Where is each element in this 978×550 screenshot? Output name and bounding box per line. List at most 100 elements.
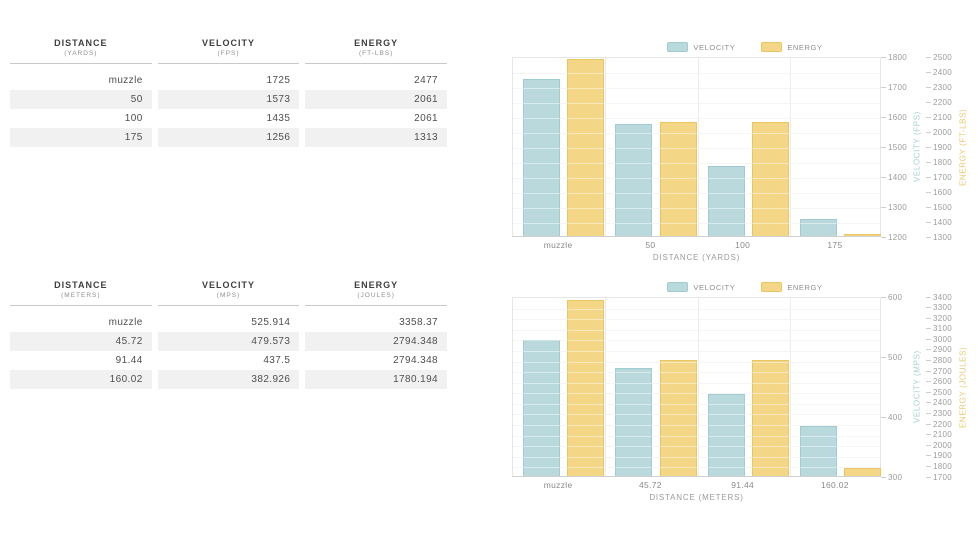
energy-tick: 1900: [926, 143, 952, 152]
energy-tick: 2200: [926, 98, 952, 107]
table-row: 160.02 382.926 1780.194: [10, 370, 448, 389]
tick-label: 400: [888, 412, 903, 422]
gridline-overlay: [513, 73, 880, 74]
velocity-tick: 1200: [881, 233, 907, 242]
legend-swatch: [761, 42, 783, 52]
velocity-tick: 400: [881, 413, 902, 422]
gridline-vertical: [789, 298, 791, 476]
gridline-vertical: [605, 58, 607, 236]
column-unit: (FPS): [217, 50, 240, 57]
bar-energy-50[interactable]: [659, 121, 697, 236]
tick-mark: [926, 71, 931, 73]
energy-tick: 2300: [926, 409, 952, 418]
bar-velocity-100[interactable]: [707, 165, 745, 236]
table-body: muzzle 525.914 3358.37 45.72 479.573 2794.348…: [10, 313, 448, 389]
column-title: ENERGY: [354, 280, 399, 290]
gridline: [513, 319, 880, 321]
bar-velocity-45.72[interactable]: [615, 368, 653, 476]
table-row: 175 1256 1313: [10, 128, 448, 147]
tick-mark: [926, 236, 931, 238]
gridline-overlay: [513, 340, 880, 342]
energy-tick: 2000: [926, 441, 952, 450]
cell-velocity: 479.573: [157, 332, 300, 351]
bar-energy-muzzle[interactable]: [567, 300, 605, 476]
cell-velocity: 1435: [266, 113, 291, 124]
velocity-tick: 1400: [881, 173, 907, 182]
tick-label: 1300: [933, 232, 952, 242]
table-row: muzzle 1725 2477: [10, 71, 447, 90]
energy-tick: 1300: [926, 233, 952, 242]
tick-mark: [926, 101, 931, 103]
tick-mark: [926, 317, 931, 319]
tick-label: 1500: [888, 142, 907, 152]
bar-energy-160.02[interactable]: [844, 467, 882, 476]
legend-label: ENERGY: [787, 282, 823, 292]
gridline: [513, 73, 880, 74]
tick-label: 2900: [933, 345, 952, 355]
legend-item-energy[interactable]: ENERGY: [761, 282, 822, 292]
tick-label: 1600: [933, 187, 952, 197]
bar-energy-175[interactable]: [844, 234, 882, 236]
legend-swatch: [761, 282, 783, 292]
velocity-tick: 300: [881, 473, 902, 482]
bar-velocity-muzzle[interactable]: [523, 78, 561, 236]
energy-axis-title: ENERGY (JOULES): [958, 346, 968, 428]
chart-legend: VELOCITY ENERGY: [512, 41, 978, 53]
bar-energy-45.72[interactable]: [659, 360, 697, 476]
gridline-overlay: [513, 425, 880, 427]
legend-swatch: [667, 42, 689, 52]
column-header-velocity: VELOCITY (FPS): [157, 38, 300, 64]
gridline-vertical: [605, 298, 607, 476]
gridline-vertical: [697, 58, 699, 236]
bar-velocity-160.02[interactable]: [799, 426, 837, 476]
tick-label: 1900: [933, 451, 952, 461]
plot-area: [512, 297, 882, 477]
energy-axis-title: ENERGY (FT-LBS): [958, 108, 968, 186]
category-label: 160.02: [820, 480, 849, 490]
cell-distance: 175: [10, 128, 152, 147]
tick-mark: [881, 296, 886, 298]
tick-label: 2400: [933, 67, 952, 77]
gridline-overlay: [513, 208, 880, 209]
tick-label: 2000: [933, 440, 952, 450]
energy-tick: 2100: [926, 430, 952, 439]
cell-velocity: 1573: [157, 90, 300, 109]
tick-label: 2400: [933, 398, 952, 408]
bar-velocity-50[interactable]: [615, 124, 653, 236]
bar-energy-muzzle[interactable]: [567, 59, 605, 236]
tick-label: 1600: [888, 112, 907, 122]
tick-mark: [926, 444, 931, 446]
tick-mark: [926, 206, 931, 208]
bar-energy-91.44[interactable]: [751, 360, 789, 476]
velocity-tick: 1600: [881, 113, 907, 122]
tick-mark: [926, 307, 931, 309]
bar-velocity-muzzle[interactable]: [523, 340, 561, 476]
energy-tick: 3200: [926, 314, 952, 323]
table-meters: DISTANCE (METERS) VELOCITY (MPS) ENERGY …: [10, 280, 448, 389]
gridline: [513, 308, 880, 310]
category-label: 91.44: [731, 480, 755, 490]
gridline-overlay: [513, 467, 880, 469]
tick-label: 2300: [933, 408, 952, 418]
tick-label: 3000: [933, 334, 952, 344]
legend-item-energy[interactable]: ENERGY: [761, 42, 822, 52]
tick-label: 2100: [933, 430, 952, 440]
legend-item-velocity[interactable]: VELOCITY: [667, 42, 735, 52]
legend-item-velocity[interactable]: VELOCITY: [667, 282, 735, 292]
bar-velocity-175[interactable]: [799, 219, 837, 236]
gridline: [513, 350, 880, 352]
gridline: [513, 329, 880, 331]
cell-energy: 1313: [305, 128, 448, 147]
tick-mark: [926, 381, 931, 383]
tick-mark: [926, 86, 931, 88]
bar-energy-100[interactable]: [751, 121, 789, 236]
energy-tick: 1600: [926, 188, 952, 197]
gridline-overlay: [513, 163, 880, 164]
energy-tick: 1400: [926, 218, 952, 227]
category-label: 175: [827, 240, 843, 250]
tick-mark: [926, 349, 931, 351]
cell-velocity: 1725: [266, 75, 291, 86]
energy-tick: 2800: [926, 356, 952, 365]
bar-velocity-91.44[interactable]: [707, 393, 745, 476]
